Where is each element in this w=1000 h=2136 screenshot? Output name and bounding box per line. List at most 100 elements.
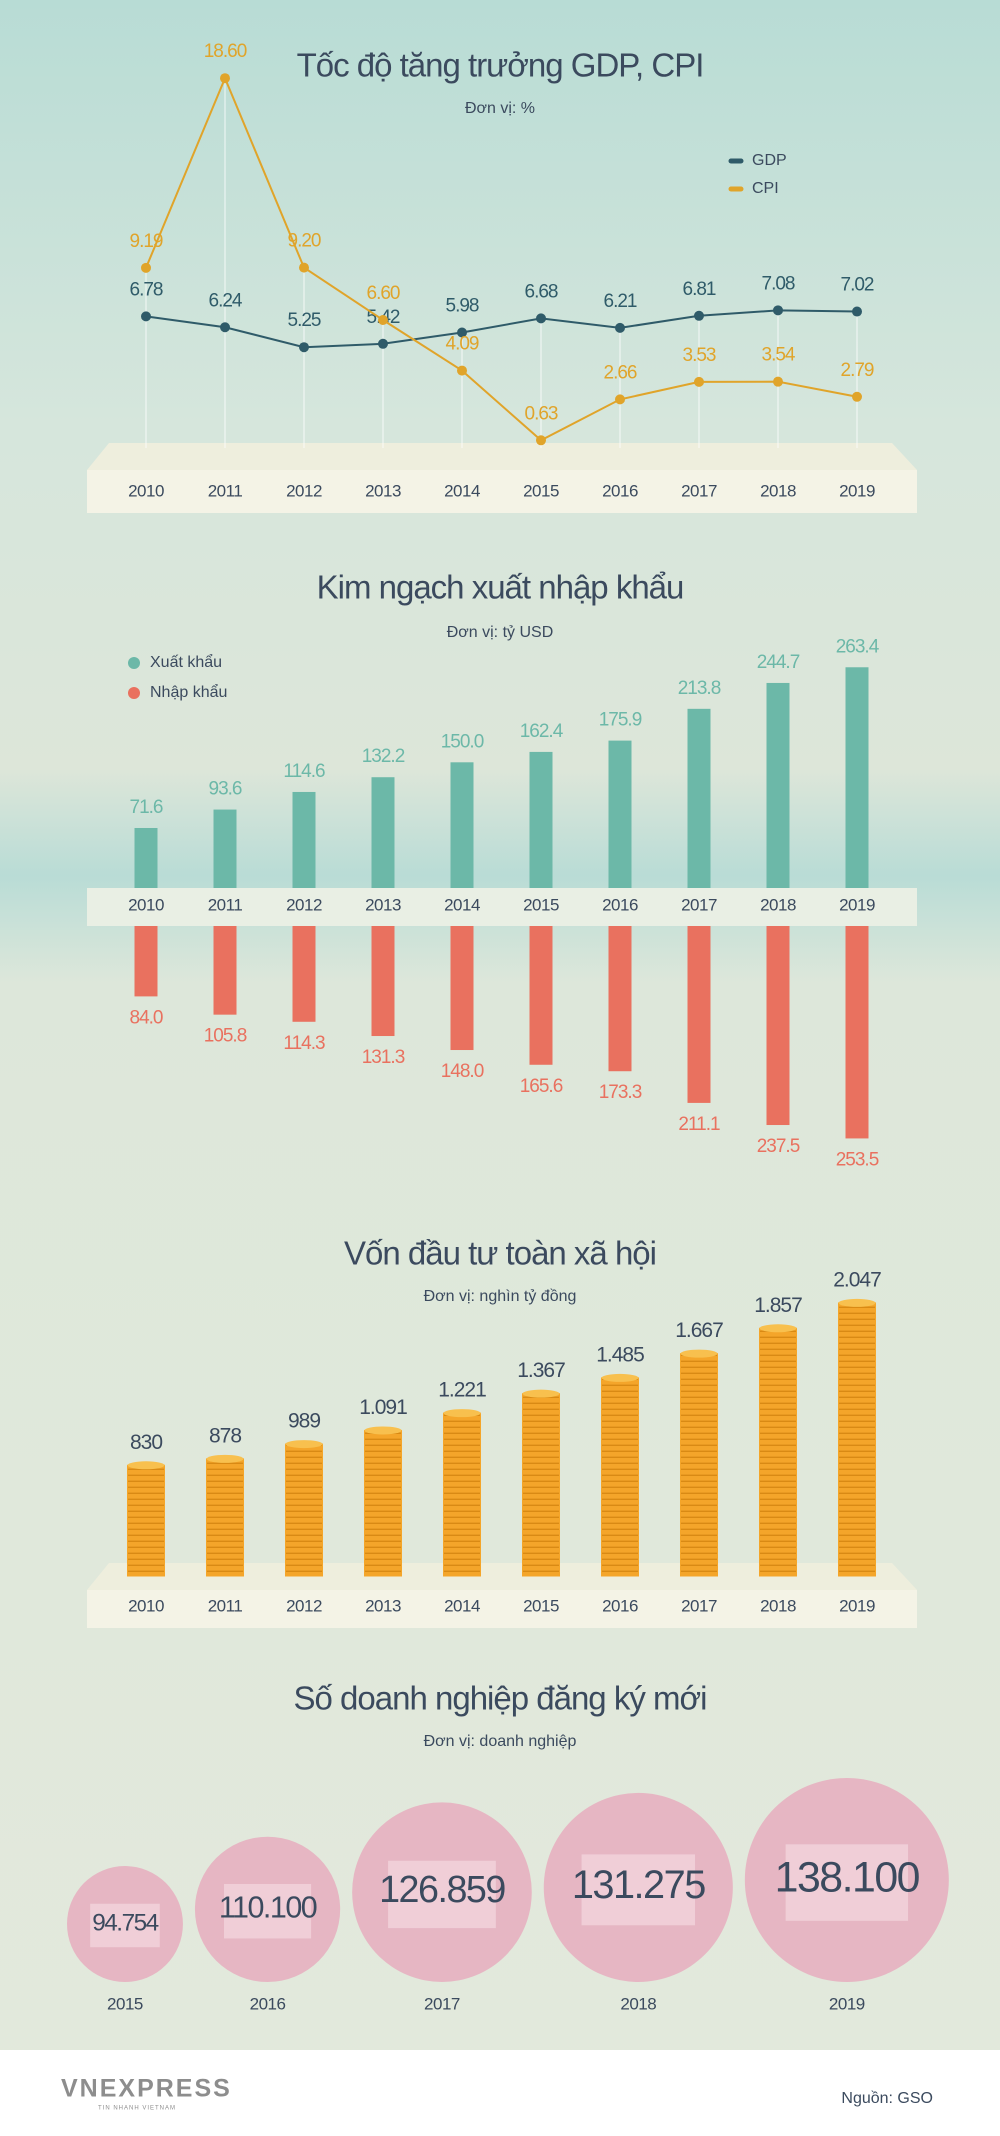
x-tick-label: 2015 xyxy=(523,895,559,914)
bar xyxy=(845,926,869,1139)
point xyxy=(536,313,546,324)
point xyxy=(615,322,625,333)
bar xyxy=(608,740,632,888)
x-tick-label: 2018 xyxy=(620,1994,656,2013)
coin-stack xyxy=(522,1393,560,1577)
data-label: 131.275 xyxy=(572,1863,705,1907)
data-label: 244.7 xyxy=(757,652,800,673)
x-tick-label: 2010 xyxy=(128,1596,164,1615)
data-label: 878 xyxy=(209,1424,241,1447)
bar xyxy=(766,926,790,1126)
x-tick-label: 2017 xyxy=(681,895,717,914)
x-tick-label: 2019 xyxy=(839,481,875,500)
data-label: 1.367 xyxy=(517,1359,565,1382)
legend-marker xyxy=(128,687,140,699)
bar xyxy=(134,926,158,997)
x-tick-label: 2011 xyxy=(208,895,243,914)
x-tick-label: 2011 xyxy=(208,1596,243,1615)
x-tick-label: 2012 xyxy=(286,895,322,914)
coin-top xyxy=(759,1324,797,1333)
chart-title: Kim ngạch xuất nhập khẩu xyxy=(317,569,684,606)
data-label: 1.857 xyxy=(754,1294,802,1317)
data-label: 150.0 xyxy=(441,731,484,752)
bar xyxy=(134,827,158,888)
data-label: 173.3 xyxy=(599,1082,642,1103)
chart-subtitle: Đơn vị: nghìn tỷ đồng xyxy=(424,1288,577,1305)
chart-title: Vốn đầu tư toàn xã hội xyxy=(344,1235,656,1272)
point xyxy=(694,310,704,321)
chart-title: Tốc độ tăng trưởng GDP, CPI xyxy=(297,47,704,84)
data-label: 18.60 xyxy=(204,41,247,62)
data-label: 211.1 xyxy=(678,1114,720,1135)
data-label: 7.08 xyxy=(762,273,795,294)
coin-top xyxy=(838,1298,876,1307)
x-tick-label: 2014 xyxy=(444,481,480,500)
source: Nguồn: GSO xyxy=(841,2090,933,2107)
data-label: 4.09 xyxy=(446,334,479,355)
x-tick-label: 2018 xyxy=(760,895,796,914)
x-tick-label: 2017 xyxy=(681,1596,717,1615)
building-icon xyxy=(90,1903,160,1948)
data-label: 84.0 xyxy=(130,1007,163,1028)
x-tick-label: 2016 xyxy=(250,1994,286,2013)
x-tick-label: 2019 xyxy=(829,1994,865,2013)
data-label: 6.21 xyxy=(604,291,637,312)
coin-stack xyxy=(680,1353,718,1577)
x-tick-label: 2010 xyxy=(128,895,164,914)
x-tick-label: 2014 xyxy=(444,1596,480,1615)
data-label: 263.4 xyxy=(836,636,880,657)
data-label: 2.79 xyxy=(841,360,874,381)
x-tick-label: 2013 xyxy=(365,481,401,500)
bar xyxy=(213,926,237,1015)
bar xyxy=(292,791,316,888)
bar xyxy=(845,667,869,888)
x-tick-label: 2015 xyxy=(107,1994,143,2013)
x-tick-label: 2016 xyxy=(602,481,638,500)
coin-stack xyxy=(206,1458,244,1577)
legend-marker xyxy=(128,657,140,669)
data-label: 175.9 xyxy=(599,710,642,731)
point xyxy=(141,311,151,322)
data-label: 138.100 xyxy=(775,1853,920,1901)
coin-stack xyxy=(364,1429,402,1577)
bar xyxy=(687,926,711,1103)
building-icon xyxy=(223,1883,312,1939)
data-label: 9.19 xyxy=(130,231,163,252)
x-tick-label: 2017 xyxy=(681,481,717,500)
data-label: 1.485 xyxy=(596,1343,644,1366)
bar xyxy=(213,809,237,888)
legend-label: Xuất khẩu xyxy=(150,653,222,671)
point xyxy=(536,435,546,446)
data-label: 1.221 xyxy=(438,1379,486,1402)
bar xyxy=(766,682,790,888)
point xyxy=(852,391,862,402)
data-label: 6.81 xyxy=(683,279,716,300)
data-label: 105.8 xyxy=(204,1026,247,1047)
x-tick-label: 2017 xyxy=(424,1994,460,2013)
x-tick-label: 2014 xyxy=(444,895,480,914)
data-label: 5.98 xyxy=(446,296,479,317)
data-label: 2.66 xyxy=(604,362,637,383)
data-label: 989 xyxy=(288,1410,320,1433)
data-label: 830 xyxy=(130,1431,162,1454)
data-label: 165.6 xyxy=(520,1076,563,1097)
data-label: 6.60 xyxy=(367,283,400,304)
coin-stack xyxy=(443,1412,481,1577)
data-label: 131.3 xyxy=(362,1047,405,1068)
coin-top xyxy=(364,1426,402,1435)
data-label: 110.100 xyxy=(219,1890,317,1924)
x-tick-label: 2013 xyxy=(365,895,401,914)
x-tick-label: 2018 xyxy=(760,481,796,500)
line xyxy=(145,75,858,442)
bar xyxy=(450,762,474,888)
data-label: 114.3 xyxy=(283,1033,325,1054)
bar xyxy=(371,926,395,1037)
footer xyxy=(0,2050,1000,2136)
coin-stack xyxy=(127,1464,165,1577)
point xyxy=(457,365,467,376)
legend-label: Nhập khẩu xyxy=(150,683,227,701)
point xyxy=(141,262,151,273)
data-label: 3.53 xyxy=(683,345,716,366)
coin-top xyxy=(285,1440,323,1449)
